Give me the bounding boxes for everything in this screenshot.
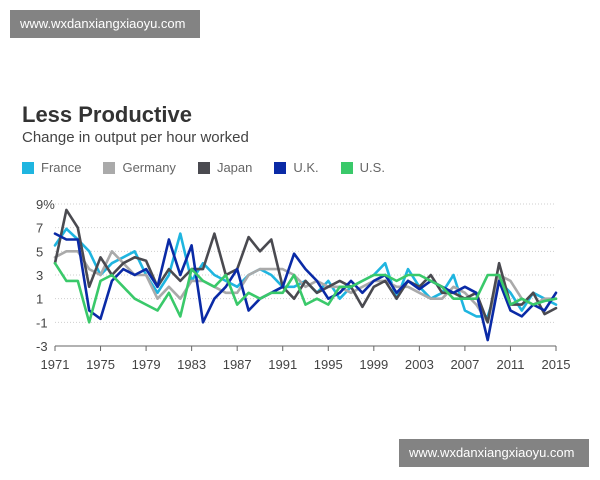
y-tick-label: -3 [36,339,48,354]
y-tick-label: 5 [36,244,43,259]
y-tick-label: -1 [36,315,48,330]
x-tick-label: 2007 [450,357,479,372]
series-line-uk [53,232,558,342]
series-line-germany [53,250,558,324]
chart-title: Less Productive [22,102,192,127]
y-tick-label: 1 [36,292,43,307]
legend-label: U.S. [359,160,385,175]
y-tick-label: 7 [36,221,43,236]
series-line-us [53,261,558,324]
legend-item-france: France [22,160,81,175]
legend-label: Japan [216,160,253,175]
watermark-top: www.wxdanxiangxiaoyu.com [10,10,200,38]
legend-swatch [340,161,353,174]
y-tick-label: 9% [36,197,55,212]
legend-item-germany: Germany [103,160,176,175]
series-line-japan [53,208,558,324]
legend-swatch [22,161,34,174]
chart-subtitle: Change in output per hour worked [22,129,249,146]
x-tick-label: 2003 [405,357,434,372]
x-tick-label: 1987 [223,357,252,372]
x-tick-label: 2015 [542,357,571,372]
legend-item-uk: U.K. [274,160,319,175]
x-tick-label: 1991 [268,357,297,372]
watermark-bottom: www.wxdanxiangxiaoyu.com [399,439,589,467]
legend-label: Germany [122,160,176,175]
x-tick-label: 1975 [86,357,115,372]
x-tick-label: 2011 [496,357,524,372]
legend-swatch [274,161,287,174]
legend-label: U.K. [293,160,319,175]
x-tick-label: 1971 [41,357,70,372]
legend-item-us: U.S. [340,160,385,175]
legend-swatch [103,161,116,174]
legend-swatch [197,161,210,174]
x-tick-label: 1979 [132,357,161,372]
chart-legend: France Germany Japan U.K. U.S. [22,160,407,178]
x-tick-label: 1983 [177,357,206,372]
legend-label: France [41,160,82,175]
x-tick-label: 1995 [314,357,343,372]
y-tick-label: 3 [36,268,43,283]
legend-item-japan: Japan [197,160,253,175]
x-tick-label: 1999 [359,357,388,372]
